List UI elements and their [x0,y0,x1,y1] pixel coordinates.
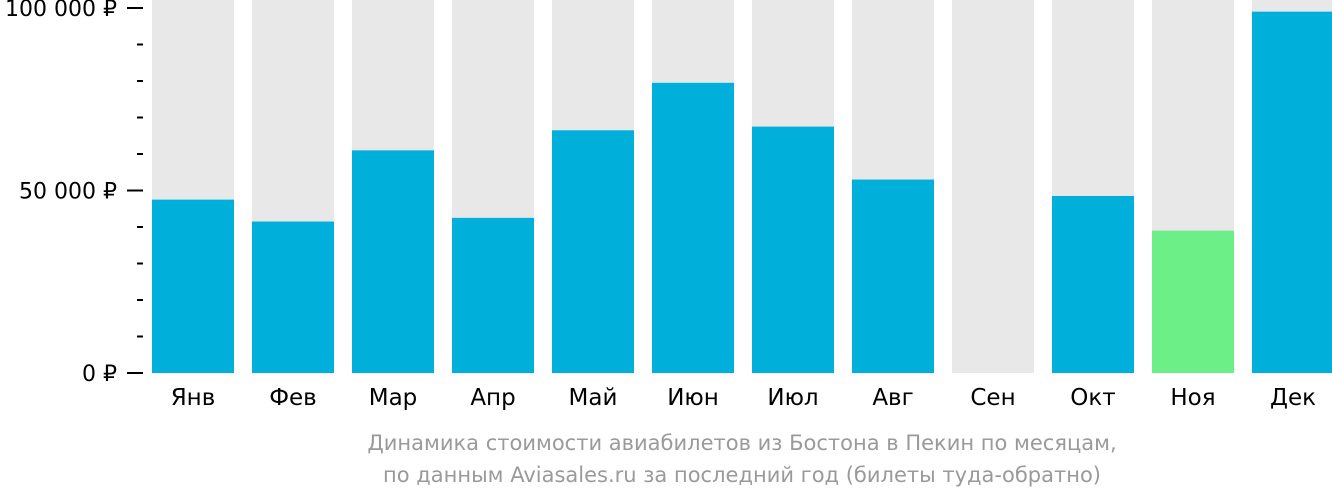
bar [1252,11,1332,374]
price-chart: 0 ₽ 50 000 ₽ 100 000 ₽ Янв Фев Мар Апр Май Июн Ию… [5,0,1332,411]
y-tick-label: 50 000 ₽ [19,180,117,205]
bar [652,82,734,373]
bar-min-price [1152,230,1234,373]
bar [852,179,934,373]
chart-caption-line-1: Динамика стоимости авиабилетов из Бостон… [367,431,1117,455]
bar [152,199,234,373]
x-tick-label: Окт [1070,385,1115,411]
x-tick-label: Ноя [1170,385,1215,411]
bar [252,221,334,373]
x-tick-label: Янв [171,385,216,411]
bar [752,126,834,373]
x-tick-label: Дек [1270,385,1316,411]
x-tick-label: Май [569,385,618,411]
x-tick-label: Сен [970,385,1015,411]
x-tick-label: Авг [872,385,913,411]
y-tick-label: 100 000 ₽ [5,0,117,22]
bar [352,150,434,373]
bar [552,130,634,373]
x-tick-label: Июн [667,385,719,411]
bar [452,217,534,373]
x-tick-label: Фев [269,385,317,411]
bar [1052,195,1134,373]
x-tick-label: Мар [369,385,418,411]
bar-background [952,0,1034,373]
chart-caption-line-2: по данным Aviasales.ru за последний год … [383,463,1101,487]
x-tick-label: Апр [470,385,515,411]
x-tick-label: Июл [767,385,818,411]
y-tick-label: 0 ₽ [82,362,117,387]
